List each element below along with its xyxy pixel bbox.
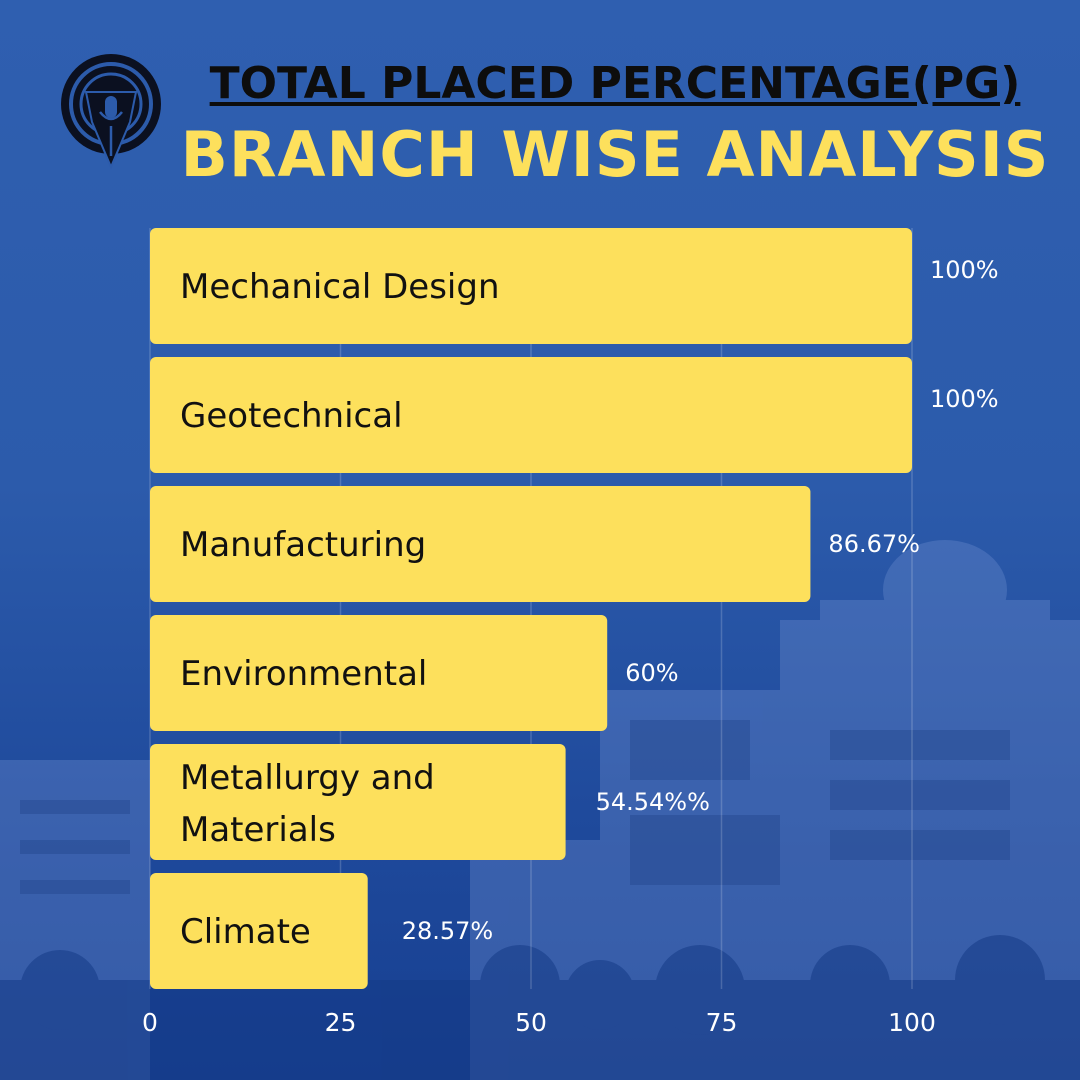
pen-nib-microphone-icon bbox=[61, 54, 161, 170]
value-label: 54.54%% bbox=[596, 788, 710, 816]
category-label: Metallurgy and Materials bbox=[180, 758, 435, 850]
bar bbox=[150, 357, 912, 473]
chart-title: TOTAL PLACED PERCENTAGE(PG) bbox=[209, 58, 1021, 109]
value-label: 28.57% bbox=[402, 917, 494, 945]
x-tick-label: 50 bbox=[515, 1008, 547, 1037]
value-label: 60% bbox=[625, 659, 678, 687]
x-tick-label: 0 bbox=[142, 1008, 158, 1037]
category-label: Manufacturing bbox=[180, 525, 426, 565]
category-label: Environmental bbox=[180, 654, 427, 694]
x-tick-label: 100 bbox=[888, 1008, 936, 1037]
bar bbox=[150, 873, 368, 989]
bar bbox=[150, 228, 912, 344]
category-label: Geotechnical bbox=[180, 396, 403, 436]
value-label: 100% bbox=[930, 256, 999, 284]
bar bbox=[150, 486, 811, 602]
bar bbox=[150, 744, 566, 860]
chart-subtitle: BRANCH WISE ANALYSIS bbox=[180, 118, 1050, 191]
value-label: 100% bbox=[930, 385, 999, 413]
x-tick-label: 75 bbox=[706, 1008, 738, 1037]
category-label: Climate bbox=[180, 912, 311, 952]
category-label: Mechanical Design bbox=[180, 267, 500, 307]
x-tick-label: 25 bbox=[325, 1008, 357, 1037]
bar bbox=[150, 615, 608, 731]
value-label: 86.67% bbox=[828, 530, 920, 558]
